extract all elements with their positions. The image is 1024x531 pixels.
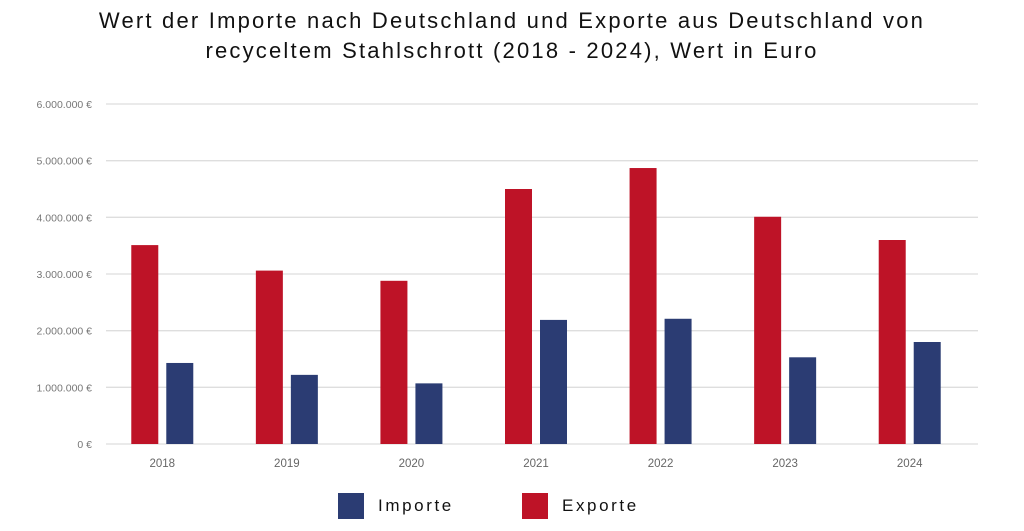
y-tick-label: 6.000.000 €: [37, 99, 93, 111]
x-axis-tick-labels: 2018 2019 2020 2021 2022 2023 2024: [149, 458, 923, 470]
y-tick-label: 4.000.000 €: [37, 212, 93, 224]
bar-export-2022[interactable]: [629, 168, 657, 445]
y-axis-tick-labels: 0 € 1.000.000 € 2.000.000 € 3.000.000 € 4.00…: [37, 99, 93, 451]
x-tick-label: 2024: [897, 458, 923, 470]
legend-label-exporte: Exporte: [562, 496, 639, 515]
x-tick-label: 2020: [399, 458, 425, 470]
x-tick-label: 2023: [772, 458, 798, 470]
y-tick-label: 0 €: [77, 439, 92, 451]
bar-export-2024[interactable]: [878, 240, 906, 444]
bar-export-2019[interactable]: [255, 270, 283, 444]
bar-export-2021[interactable]: [505, 189, 532, 444]
legend-item-exporte[interactable]: Exporte: [522, 491, 639, 521]
x-tick-label: 2021: [523, 458, 549, 470]
chart-title: Wert der Importe nach Deutschland und Ex…: [0, 6, 1024, 66]
x-tick-label: 2018: [149, 458, 175, 470]
bar-import-2023[interactable]: [789, 357, 817, 444]
bar-import-2018[interactable]: [166, 362, 194, 444]
bar-import-2021[interactable]: [540, 319, 567, 444]
bar-export-2020[interactable]: [380, 280, 408, 444]
legend-item-importe[interactable]: Importe: [338, 491, 454, 521]
bar-import-2024[interactable]: [913, 342, 941, 444]
chart-title-line-2: recyceltem Stahlschrott (2018 - 2024), W…: [205, 38, 819, 63]
legend-swatch-importe: [338, 493, 364, 519]
x-tick-label: 2019: [274, 458, 300, 470]
bars: [131, 168, 941, 445]
bar-import-2020[interactable]: [415, 383, 443, 444]
legend-swatch-exporte: [522, 493, 548, 519]
y-tick-label: 2.000.000 €: [37, 326, 93, 338]
legend: Importe Exporte: [0, 491, 1024, 521]
bar-import-2022[interactable]: [664, 318, 692, 444]
bar-export-2018[interactable]: [131, 245, 159, 444]
y-tick-label: 5.000.000 €: [37, 156, 93, 168]
bar-import-2019[interactable]: [290, 374, 318, 444]
bar-export-2023[interactable]: [754, 216, 782, 444]
y-tick-label: 1.000.000 €: [37, 382, 93, 394]
y-tick-label: 3.000.000 €: [37, 269, 93, 281]
chart-title-line-1: Wert der Importe nach Deutschland und Ex…: [98, 8, 926, 33]
legend-label-importe: Importe: [378, 496, 454, 515]
x-tick-label: 2022: [648, 458, 674, 470]
